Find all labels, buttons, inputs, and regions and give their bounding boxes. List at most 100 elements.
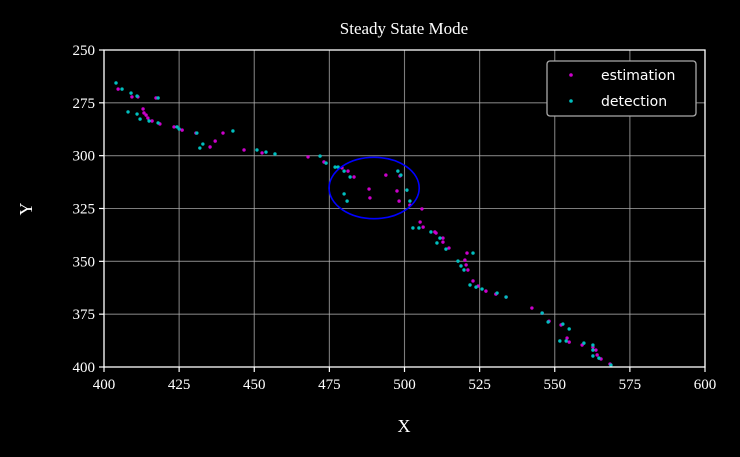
detection-point bbox=[177, 127, 181, 131]
detection-point bbox=[495, 291, 499, 295]
x-tick-label: 500 bbox=[393, 377, 416, 393]
estimation-point bbox=[441, 236, 445, 240]
detection-point bbox=[504, 295, 508, 299]
estimation-point bbox=[471, 279, 475, 283]
y-axis-label: Y bbox=[16, 203, 36, 216]
annotations bbox=[328, 156, 421, 220]
estimation-point bbox=[260, 151, 264, 155]
detection-point bbox=[175, 125, 179, 129]
estimation-point bbox=[384, 173, 388, 177]
detection-point bbox=[462, 268, 466, 272]
detection-point bbox=[435, 241, 439, 245]
estimation-point bbox=[221, 131, 225, 135]
detection-point bbox=[468, 283, 472, 287]
detection-point bbox=[231, 129, 235, 133]
estimation-point bbox=[434, 231, 438, 235]
detection-point bbox=[609, 363, 613, 367]
estimation-point bbox=[150, 119, 154, 123]
detection-point bbox=[120, 87, 124, 91]
estimation-point bbox=[464, 263, 468, 267]
detection-point bbox=[147, 119, 151, 123]
detection-point bbox=[255, 148, 259, 152]
detection-point bbox=[333, 165, 337, 169]
x-tick-label: 475 bbox=[318, 377, 341, 393]
estimation-point bbox=[595, 353, 599, 357]
detection-point bbox=[342, 192, 346, 196]
detection-point bbox=[273, 152, 277, 156]
detection-point bbox=[114, 81, 118, 85]
estimation-point bbox=[208, 145, 212, 149]
detection-point bbox=[582, 341, 586, 345]
detection-point bbox=[564, 339, 568, 343]
detection-point bbox=[591, 348, 595, 352]
estimation-point bbox=[567, 340, 571, 344]
legend-label-estimation: estimation bbox=[601, 68, 675, 84]
detection-point bbox=[567, 327, 571, 331]
detection-point bbox=[438, 236, 442, 240]
detection-point bbox=[198, 146, 202, 150]
legend-marker-detection bbox=[569, 99, 573, 103]
estimation-point bbox=[530, 306, 534, 310]
estimation-point bbox=[367, 187, 371, 191]
x-tick-label: 600 bbox=[694, 377, 717, 393]
detection-point bbox=[135, 94, 139, 98]
estimation-point bbox=[418, 220, 422, 224]
estimation-point bbox=[352, 175, 356, 179]
estimation-point bbox=[594, 348, 598, 352]
detection-point bbox=[318, 154, 322, 158]
y-tick-label: 400 bbox=[73, 360, 96, 376]
detection-point bbox=[429, 230, 433, 234]
estimation-point bbox=[346, 169, 350, 173]
estimation-point bbox=[466, 268, 470, 272]
legend: estimation detection bbox=[546, 60, 697, 117]
estimation-point bbox=[146, 116, 150, 120]
detection-point bbox=[264, 150, 268, 154]
data-points bbox=[114, 81, 613, 367]
y-tick-label: 375 bbox=[73, 307, 96, 323]
estimation-point bbox=[242, 148, 246, 152]
detection-point bbox=[411, 226, 415, 230]
detection-point bbox=[324, 161, 328, 165]
x-tick-label: 425 bbox=[168, 377, 191, 393]
detection-point bbox=[444, 247, 448, 251]
estimation-point bbox=[116, 87, 120, 91]
detection-point bbox=[459, 264, 463, 268]
detection-point bbox=[396, 169, 400, 173]
legend-label-detection: detection bbox=[601, 94, 667, 110]
detection-point bbox=[417, 226, 421, 230]
x-tick-label: 525 bbox=[468, 377, 491, 393]
highlight-ellipse bbox=[328, 156, 421, 220]
estimation-point bbox=[306, 155, 310, 159]
detection-point bbox=[345, 199, 349, 203]
estimation-point bbox=[420, 207, 424, 211]
detection-point bbox=[558, 339, 562, 343]
detection-point bbox=[195, 131, 199, 135]
detection-point bbox=[471, 251, 475, 255]
estimation-point bbox=[465, 251, 469, 255]
estimation-point bbox=[484, 289, 488, 293]
detection-point bbox=[138, 117, 142, 121]
estimation-point bbox=[441, 240, 445, 244]
x-axis-label: X bbox=[398, 416, 411, 436]
y-tick-label: 275 bbox=[73, 96, 96, 112]
detection-point bbox=[591, 343, 595, 347]
detection-point bbox=[597, 356, 601, 360]
x-tick-label: 550 bbox=[544, 377, 567, 393]
estimation-point bbox=[421, 225, 425, 229]
detection-point bbox=[156, 121, 160, 125]
detection-point bbox=[156, 96, 160, 100]
detection-point bbox=[342, 169, 346, 173]
x-tick-label: 575 bbox=[619, 377, 642, 393]
estimation-point bbox=[144, 113, 148, 117]
estimation-point bbox=[130, 95, 134, 99]
detection-point bbox=[348, 175, 352, 179]
estimation-point bbox=[397, 199, 401, 203]
estimation-point bbox=[368, 196, 372, 200]
detection-point bbox=[399, 173, 403, 177]
detection-point bbox=[546, 320, 550, 324]
ticks: 400 425 450 475 500 525 550 575 600 250 275 300 325 3… bbox=[73, 43, 717, 393]
detection-point bbox=[405, 188, 409, 192]
detection-point bbox=[126, 110, 130, 114]
x-tick-label: 400 bbox=[93, 377, 116, 393]
